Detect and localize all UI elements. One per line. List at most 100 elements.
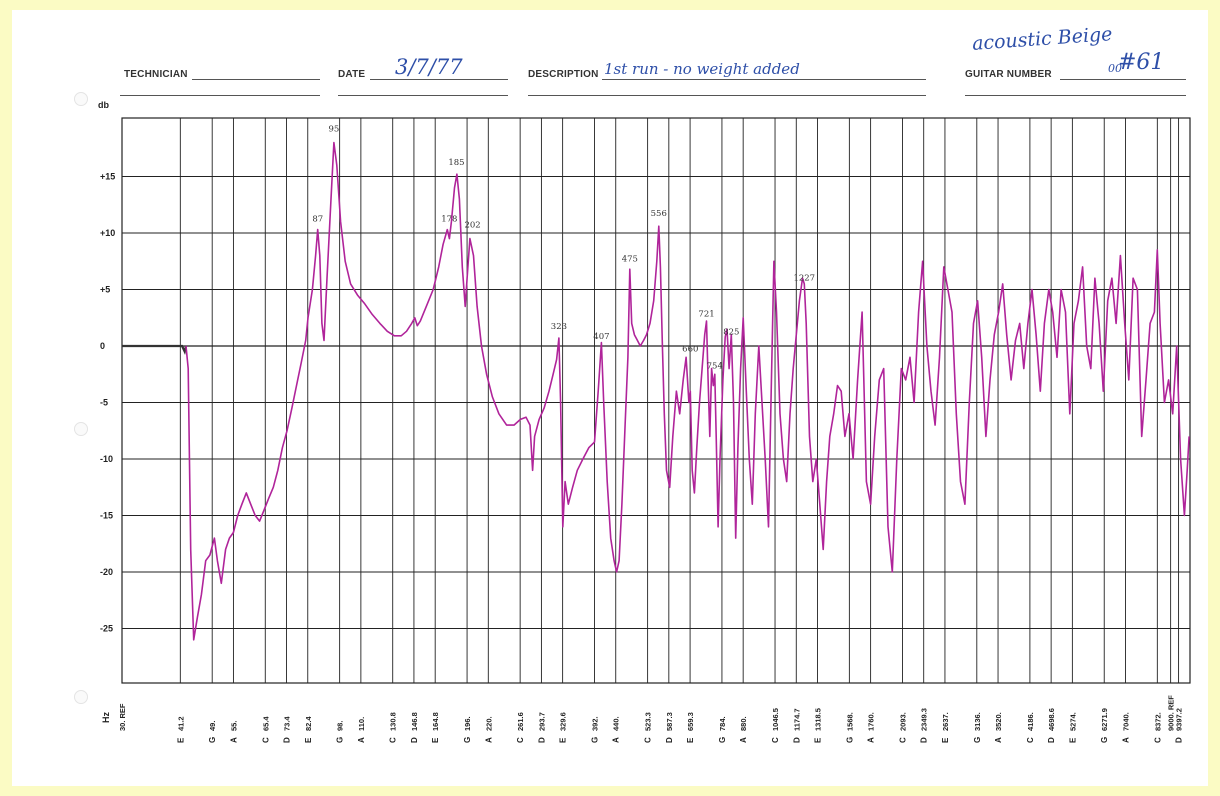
x-tick-note: E [941,737,950,743]
peak-annotation: 556 [651,209,667,219]
x-tick-note: G [463,737,472,743]
x-tick-note: E [431,737,440,743]
x-tick-note: D [282,737,291,743]
chart-sheet [12,10,1208,786]
x-tick-note: A [357,737,366,743]
guitar-number-line-2 [965,95,1186,96]
peak-annotation: 754 [707,362,723,372]
y-tick-label: -25 [100,624,113,634]
peak-annotation: 825 [723,328,739,338]
x-tick-note: G [718,737,727,743]
peak-annotation: 202 [464,220,480,230]
peak-annotation: 660 [682,345,698,355]
peak-annotation: 185 [448,158,464,168]
x-tick-freq: 41.2 [176,716,185,731]
x-tick-note: D [537,737,546,743]
x-tick-freq: 164.8 [431,712,440,731]
x-tick-freq: 440. [612,716,621,731]
x-tick-note: E [686,737,695,743]
y-axis-label: db [98,100,109,110]
x-tick-note: A [484,737,493,743]
x-tick-note: A [867,737,876,743]
x-tick-note: D [792,737,801,743]
x-tick-freq: 4186. [1026,712,1035,731]
x-tick-note: C [644,737,653,743]
date-line [370,79,508,80]
peak-annotation: 87 [312,215,323,225]
date-value: 3/7/77 [395,55,463,79]
y-tick-label: +10 [100,228,115,238]
x-tick-freq: 220. [484,716,493,731]
plot-frame [121,117,1191,684]
x-tick-freq: 130.8 [389,712,398,731]
x-tick-note: A [229,737,238,743]
punch-hole-top [74,92,88,106]
punch-hole-bottom [74,690,88,704]
x-tick-freq: 2349.3 [920,708,929,731]
x-tick-note: D [665,737,674,743]
peak-annotation: 475 [622,254,638,264]
x-tick-note: G [973,737,982,743]
guitar-number-value: #61 [1118,50,1165,75]
x-tick-note: E [176,737,185,743]
x-tick-freq: 7040. [1121,712,1130,731]
x-tick-labels: 30. REF 41.2 E 49. G 55. A 65.4 C 73.4 D 82.4 E 98. G 1… [118,695,1184,743]
x-tick-freq: 196. [463,716,472,731]
peak-annotation: 721 [698,310,714,320]
x-tick-freq: 73.4 [282,716,291,731]
x-tick-freq: 261.6 [516,712,525,731]
x-tick-freq: 55. [229,721,238,731]
y-tick-label: +15 [100,172,115,182]
x-tick-note: A [994,737,1003,743]
guitar-number-line [1060,79,1186,80]
x-tick-note: C [898,737,907,743]
x-tick-freq: 3136. [973,712,982,731]
y-tick-label: 0 [100,341,105,351]
x-tick-note: G [1100,737,1109,743]
x-tick-freq: 82.4 [304,716,313,731]
x-tick-freq: 49. [208,721,217,731]
x-tick-freq: 8372. [1153,712,1162,731]
x-tick-freq: 784. [718,716,727,731]
x-tick-note: G [845,737,854,743]
x-tick-freq: 3520. [994,712,1003,731]
y-tick-label: -5 [100,398,108,408]
x-tick-note: D [1175,737,1184,743]
x-tick-freq: 329.6 [559,712,568,731]
description-line [602,79,926,80]
x-tick-note: G [208,737,217,743]
x-tick-note: D [410,737,419,743]
x-tick-freq: 9397.2 [1175,708,1184,731]
description-label: DESCRIPTION [528,69,599,80]
x-tick-note: C [389,737,398,743]
x-tick-freq: 5274. [1068,712,1077,731]
peak-annotation: 323 [551,322,567,332]
x-tick-note: G [336,737,345,743]
x-tick-freq: 1174.7 [792,708,801,731]
y-tick-label: +5 [100,285,110,295]
x-tick-freq: 293.7 [537,712,546,731]
x-tick-freq: 523.3 [644,712,653,731]
x-tick-note: E [304,737,313,743]
x-tick-note: C [261,737,270,743]
x-tick-freq: 2637. [941,712,950,731]
y-tick-label: -10 [100,454,113,464]
y-tick-label: -15 [100,511,113,521]
technician-line-2 [120,95,320,96]
technician-line [192,79,320,80]
x-tick-freq: 1046.5 [771,708,780,731]
x-tick-note: G [591,737,600,743]
y-tick-labels: +15 +10 +5 0 -5 -10 -15 -20 -25 [100,172,115,634]
punch-hole-middle [74,422,88,436]
date-line-2 [338,95,508,96]
x-tick-note: A [612,737,621,743]
trace-baseline [122,344,188,355]
x-tick-freq: 659.3 [686,712,695,731]
x-tick-freq: 1568. [845,712,854,731]
technician-label: TECHNICIAN [124,69,188,80]
peak-annotation: 407 [593,332,609,342]
x-tick-freq: 1760. [867,712,876,731]
x-tick-note: C [1026,737,1035,743]
x-tick-note: E [1068,737,1077,743]
peak-annotation: 1227 [793,273,815,283]
